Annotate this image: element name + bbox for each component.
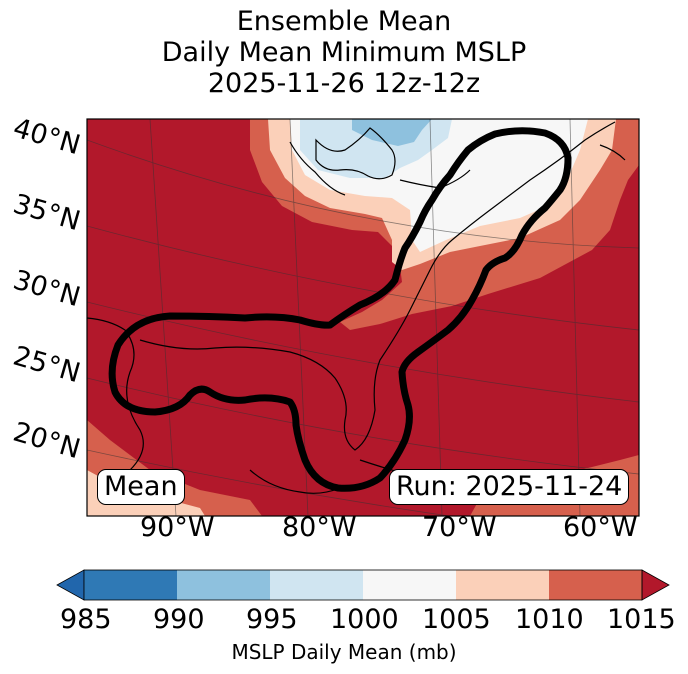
lon-label-80w: 80°W xyxy=(282,512,357,543)
mean-label-box: Mean xyxy=(97,469,185,505)
colorbar-segment-1000 xyxy=(363,570,456,600)
colorbar-tick-1015: 1015 xyxy=(607,604,676,635)
title-line-2: Daily Mean Minimum MSLP xyxy=(161,37,527,68)
run-label-box: Run: 2025-11-24 xyxy=(389,469,630,505)
colorbar-frame xyxy=(83,569,643,601)
colorbar-extend-high xyxy=(641,569,670,601)
title-line-1: Ensemble Mean xyxy=(236,6,452,37)
lon-label-60w: 60°W xyxy=(563,512,638,543)
lon-label-90w: 90°W xyxy=(140,512,215,543)
map-frame xyxy=(86,118,640,517)
map-title: Ensemble Mean Daily Mean Minimum MSLP 20… xyxy=(0,6,688,99)
colorbar-segment-990 xyxy=(177,570,270,600)
colorbar-tick-1010: 1010 xyxy=(515,604,584,635)
colorbar-label: MSLP Daily Mean (mb) xyxy=(231,640,457,664)
colorbar xyxy=(56,569,670,601)
colorbar-segment-995 xyxy=(270,570,363,600)
title-line-3: 2025-11-26 12z-12z xyxy=(207,68,481,99)
colorbar-tick-1000: 1000 xyxy=(330,604,399,635)
pressure-field-990 xyxy=(352,119,432,146)
colorbar-tick-990: 990 xyxy=(153,604,205,635)
colorbar-tick-985: 985 xyxy=(60,604,112,635)
coastlines xyxy=(87,121,626,494)
lon-label-70w: 70°W xyxy=(422,512,497,543)
colorbar-extend-low xyxy=(56,569,85,601)
colorbar-segment-985 xyxy=(84,570,177,600)
colorbar-tick-1005: 1005 xyxy=(422,604,491,635)
colorbar-segment-1010 xyxy=(549,570,642,600)
ensemble-contour xyxy=(108,127,572,492)
colorbar-segment-1005 xyxy=(456,570,549,600)
colorbar-tick-995: 995 xyxy=(246,604,298,635)
